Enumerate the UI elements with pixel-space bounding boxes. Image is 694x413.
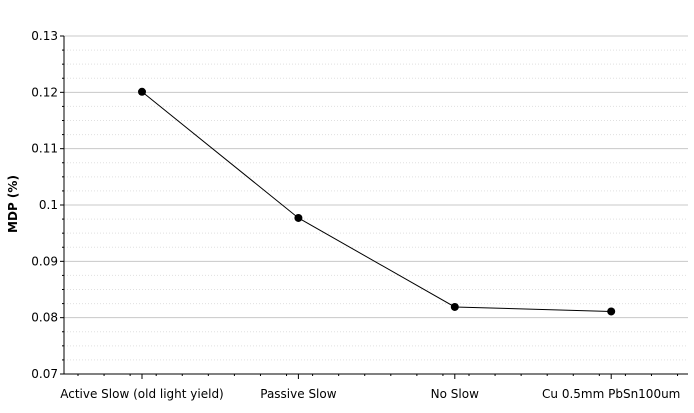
y-tick-label: 0.1 (39, 198, 58, 212)
y-tick-label: 0.09 (31, 254, 58, 268)
series-line (141, 91, 612, 312)
y-tick-label: 0.11 (31, 142, 58, 156)
data-point (138, 87, 146, 96)
x-tick-label: Active Slow (old light yield) (60, 387, 224, 401)
x-tick-label: Cu 0.5mm PbSn100um (542, 387, 680, 401)
y-axis-title: MDP (%) (6, 175, 20, 233)
y-tick-label: 0.13 (31, 29, 58, 43)
series (138, 87, 616, 316)
x-tick-label: No Slow (431, 387, 479, 401)
x-ticks: Active Slow (old light yield) Passive Slo… (60, 374, 680, 401)
y-tick-label: 0.07 (31, 367, 58, 381)
y-tick-label: 0.12 (31, 85, 58, 99)
data-point (450, 302, 459, 311)
y-ticks: 0.07 0.08 0.09 0.1 0.11 0.12 0.13 (31, 29, 64, 381)
minor-grid (64, 49, 688, 361)
major-grid (64, 35, 688, 319)
x-tick-label: Passive Slow (260, 387, 336, 401)
y-tick-label: 0.08 (31, 311, 58, 325)
data-point (607, 307, 616, 316)
data-point (294, 213, 303, 222)
